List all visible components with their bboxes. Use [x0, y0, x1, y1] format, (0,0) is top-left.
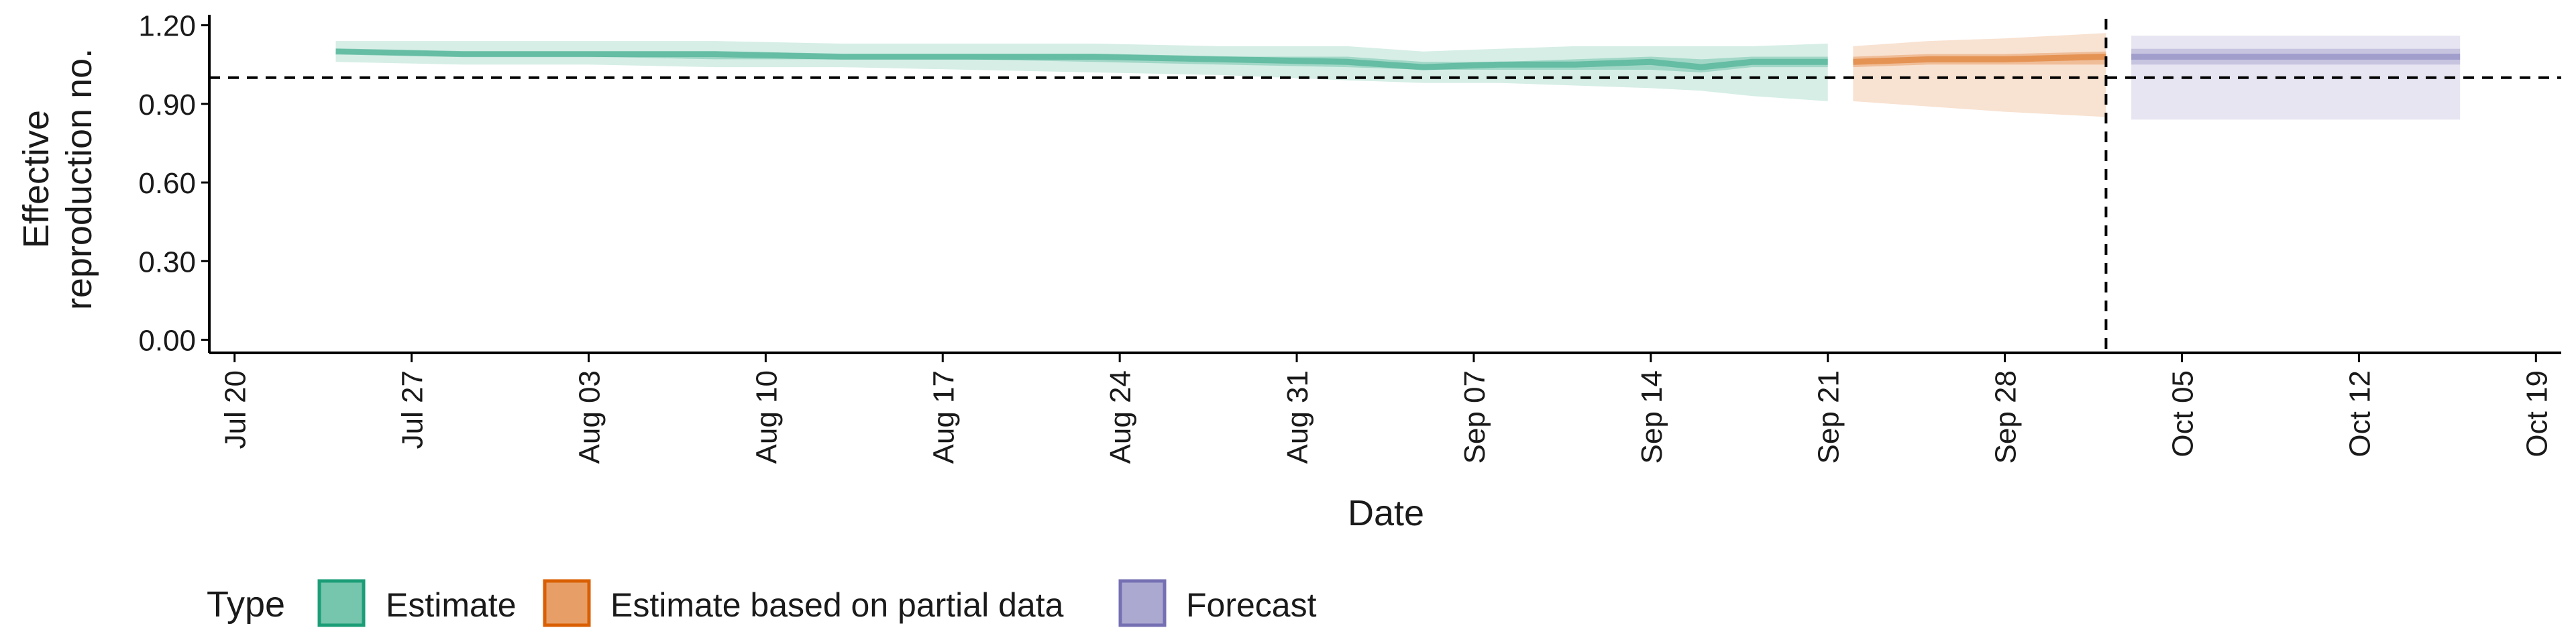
estimate-based-on-partial-data-band-90: [1853, 33, 2106, 117]
x-tick-label: Sep 07: [1458, 370, 1491, 464]
y-axis-title-line1: Effective: [16, 110, 56, 248]
estimate-median-line: [335, 48, 1828, 70]
axes: [201, 15, 2561, 362]
y-tick-label: 1.20: [138, 10, 196, 43]
legend-title: Type: [207, 584, 285, 625]
estimate-band-90: [335, 41, 1828, 101]
legend-key-estimate: [317, 579, 366, 627]
legend-key-estimate-based-on-partial-data: [543, 579, 591, 627]
estimate-based-on-partial-data-band-50: [1853, 51, 2106, 68]
x-tick-label: Sep 21: [1813, 370, 1845, 464]
x-tick-label: Aug 17: [927, 370, 960, 464]
x-tick-label: Oct 05: [2167, 370, 2200, 458]
y-tick-label: 0.90: [138, 89, 196, 121]
x-tick-label: Oct 19: [2520, 370, 2553, 458]
legend-label-estimate: Estimate: [386, 586, 517, 624]
y-tick-label: 0.00: [138, 324, 196, 357]
forecast-band-50: [2131, 48, 2461, 65]
x-tick-labels: Jul 20 Jul 27 Aug 03 Aug 10 Aug 17 Aug 24 Aug …: [219, 370, 2554, 464]
reference-lines: [209, 19, 2561, 353]
x-tick-label: Oct 12: [2343, 370, 2376, 458]
legend-key-forecast: [1118, 579, 1167, 627]
x-tick-label: Jul 20: [219, 370, 252, 449]
y-tick-labels: 0.00 0.30 0.60 0.90 1.20: [138, 10, 196, 358]
x-tick-label: Sep 14: [1635, 370, 1668, 464]
estimate-based-on-partial-data-median-line: [1853, 54, 2106, 65]
x-tick-label: Aug 24: [1104, 370, 1137, 464]
x-tick-label: Aug 03: [574, 370, 606, 464]
y-tick-label: 0.60: [138, 167, 196, 200]
x-tick-label: Aug 31: [1281, 370, 1314, 464]
x-axis-title: Date: [1348, 493, 1424, 533]
y-axis-title-line2: reproduction no.: [59, 48, 99, 310]
legend-label-estimate-based-on-partial-data: Estimate based on partial data: [610, 586, 1064, 624]
x-tick-label: Aug 10: [750, 370, 783, 464]
estimate-band-50: [335, 48, 1828, 72]
legend: Type Estimate Estimate based on partial d…: [207, 579, 1317, 627]
x-tick-label: Sep 28: [1990, 370, 2023, 464]
median-lines: [335, 48, 2461, 70]
x-tick-label: Jul 27: [396, 370, 429, 449]
legend-label-forecast: Forecast: [1186, 586, 1317, 624]
y-tick-label: 0.30: [138, 246, 196, 278]
